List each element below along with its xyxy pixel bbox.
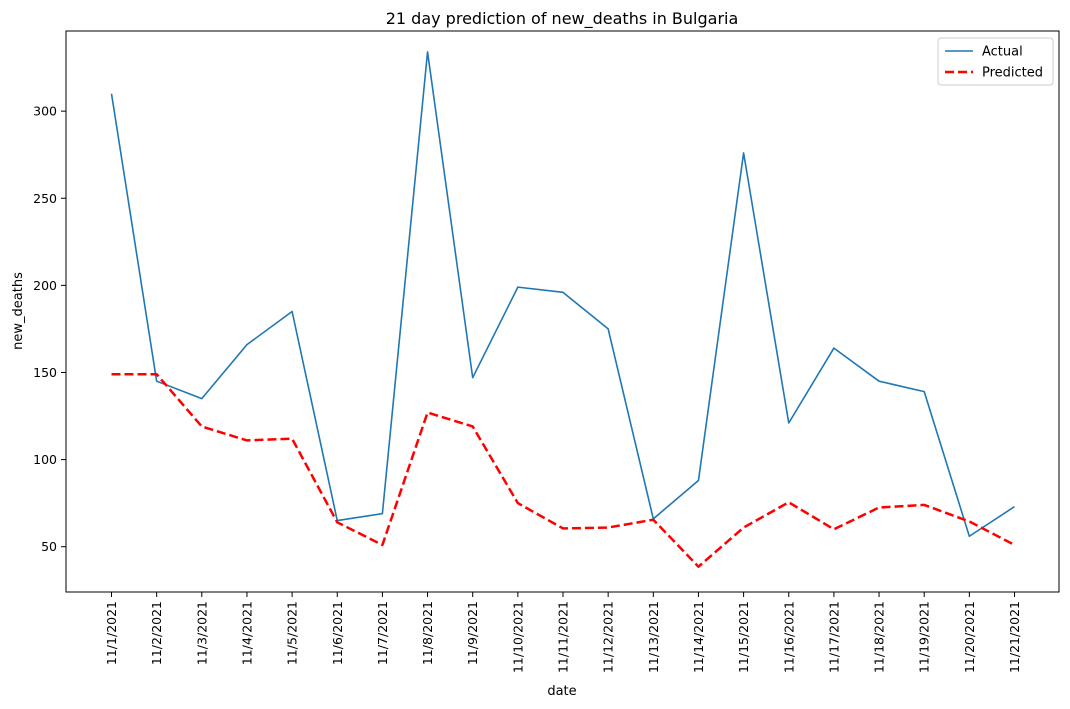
x-axis: 11/1/2021 11/2/2021 11/3/2021 11/4/2021 11/5…	[104, 592, 1022, 673]
x-tick-label: 11/13/2021	[646, 601, 661, 673]
y-tick-label: 250	[33, 191, 57, 206]
y-axis-label: new_deaths	[11, 272, 26, 350]
y-tick-label: 50	[41, 539, 57, 554]
legend-label-predicted: Predicted	[982, 66, 1043, 81]
x-tick-label: 11/10/2021	[510, 601, 525, 673]
x-tick-label: 11/21/2021	[1007, 601, 1022, 673]
y-tick-label: 150	[33, 365, 57, 380]
y-tick-label: 200	[33, 278, 57, 293]
y-tick-label: 300	[33, 104, 57, 119]
legend-label-actual: Actual	[982, 45, 1023, 60]
x-tick-label: 11/9/2021	[465, 601, 480, 665]
y-tick-label: 100	[33, 452, 57, 467]
x-axis-label: date	[547, 684, 576, 699]
y-axis: 50 100 150 200 250 300	[33, 104, 66, 554]
x-tick-label: 11/1/2021	[104, 601, 119, 665]
x-tick-label: 11/2/2021	[149, 601, 164, 665]
x-tick-label: 11/20/2021	[962, 601, 977, 673]
legend: Actual Predicted	[937, 37, 1054, 86]
x-tick-label: 11/12/2021	[601, 601, 616, 673]
plot-area	[65, 30, 1060, 593]
x-tick-label: 11/11/2021	[556, 601, 571, 673]
x-tick-label: 11/14/2021	[691, 601, 706, 673]
series-layer	[110, 51, 1016, 568]
x-tick-label: 11/18/2021	[872, 601, 887, 673]
x-tick-label: 11/3/2021	[194, 601, 209, 665]
x-tick-label: 11/16/2021	[781, 601, 796, 673]
x-tick-label: 11/5/2021	[285, 601, 300, 665]
x-tick-label: 11/19/2021	[917, 601, 932, 673]
chart-title: 21 day prediction of new_deaths in Bulga…	[386, 9, 739, 29]
x-tick-label: 11/6/2021	[330, 601, 345, 665]
x-tick-label: 11/17/2021	[826, 601, 841, 673]
x-tick-label: 11/4/2021	[239, 601, 254, 665]
series-line-actual	[110, 51, 1015, 538]
x-tick-label: 11/7/2021	[375, 601, 390, 665]
x-tick-label: 11/8/2021	[420, 601, 435, 665]
series-line-predicted	[111, 372, 1016, 568]
x-tick-label: 11/15/2021	[736, 601, 751, 673]
